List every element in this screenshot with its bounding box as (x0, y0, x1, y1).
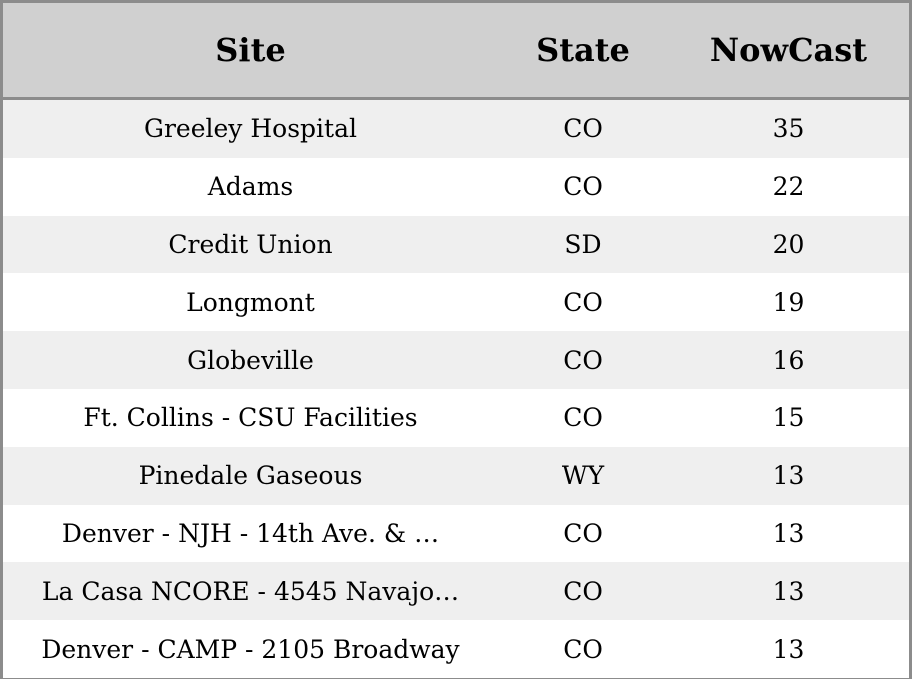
state-cell: CO (563, 287, 603, 317)
nowcast-cell: 13 (772, 576, 805, 606)
site-cell: Longmont (186, 287, 315, 317)
table-row: Greeley Hospital CO 35 (3, 100, 909, 158)
state-cell: CO (563, 172, 603, 202)
site-cell: Credit Union (168, 229, 333, 259)
table-row: La Casa NCORE - 4545 Navajo… CO 13 (3, 562, 909, 621)
nowcast-cell: 13 (772, 518, 805, 548)
nowcast-cell: 15 (772, 403, 805, 433)
table-row: Ft. Collins - CSU Facilities CO 15 (3, 388, 909, 447)
nowcast-cell: 13 (772, 634, 805, 664)
nowcast-cell: 20 (772, 229, 805, 259)
nowcast-cell: 19 (772, 287, 805, 317)
column-header-nowcast[interactable]: NowCast (709, 31, 868, 69)
site-cell: Pinedale Gaseous (138, 461, 363, 491)
site-cell: Adams (207, 172, 294, 202)
state-cell: CO (563, 114, 603, 144)
table-row: Globeville CO 16 (3, 331, 909, 389)
column-header-state[interactable]: State (536, 31, 630, 69)
site-cell: Globeville (187, 345, 314, 375)
site-cell: La Casa NCORE - 4545 Navajo… (41, 576, 460, 606)
site-cell: Ft. Collins - CSU Facilities (83, 403, 418, 433)
table-header: Site State NowCast (3, 3, 909, 100)
state-cell: CO (563, 345, 603, 375)
state-cell: CO (563, 576, 603, 606)
nowcast-cell: 35 (772, 114, 805, 144)
state-cell: CO (563, 518, 603, 548)
nowcast-cell: 16 (772, 345, 805, 375)
state-cell: WY (561, 461, 605, 491)
column-header-site[interactable]: Site (215, 31, 286, 69)
table-row: Denver - NJH - 14th Ave. & … CO 13 (3, 504, 909, 563)
state-cell: CO (563, 403, 603, 433)
state-cell: CO (563, 634, 603, 664)
nowcast-cell: 22 (772, 172, 805, 202)
nowcast-cell: 13 (772, 461, 805, 491)
site-cell: Greeley Hospital (143, 114, 357, 144)
site-cell: Denver - NJH - 14th Ave. & … (61, 518, 440, 548)
site-cell: Denver - CAMP - 2105 Broadway (41, 634, 460, 664)
table-row: Credit Union SD 20 (3, 215, 909, 274)
table-row: Pinedale Gaseous WY 13 (3, 446, 909, 505)
state-cell: SD (564, 229, 602, 259)
table-row: Adams CO 22 (3, 157, 909, 216)
table-row: Longmont CO 19 (3, 273, 909, 332)
table-row: Denver - CAMP - 2105 Broadway CO 13 (3, 620, 909, 678)
